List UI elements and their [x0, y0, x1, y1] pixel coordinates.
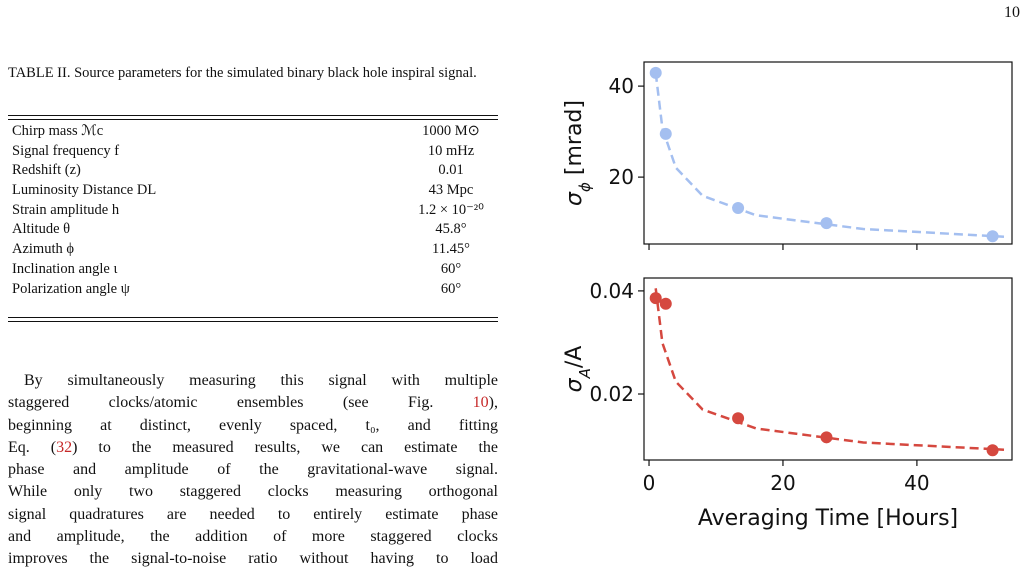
row-value: 43 Mpc — [428, 182, 474, 199]
text: beginning at distinct, evenly spaced, t₀… — [8, 416, 498, 434]
row-value: 60° — [440, 280, 462, 297]
y-tick-label: 0.04 — [589, 279, 634, 303]
fit-curve — [654, 288, 1005, 451]
text: phase and amplitude of the gravitational… — [8, 461, 498, 479]
row-value: 60° — [440, 260, 462, 277]
text-line: beginning at distinct, evenly spaced, t₀… — [8, 415, 498, 437]
data-point — [986, 230, 999, 243]
plot-frame — [643, 61, 1013, 245]
fit-curve — [654, 72, 1005, 238]
table-row: Inclination angle ι 60° — [8, 260, 498, 280]
text-line: By simultaneously measuring this signal … — [8, 370, 498, 392]
text-line: improves the signal-to-noise ratio witho… — [8, 548, 498, 570]
row-value: 1.2 × 10⁻²⁰ — [418, 201, 484, 218]
text: and amplitude, the addition of more stag… — [8, 528, 498, 546]
row-label: Altitude θ — [12, 221, 71, 238]
table-caption: TABLE II. Source parameters for the simu… — [8, 65, 477, 81]
text: ) to the measured results, we can estima… — [72, 438, 498, 456]
paragraph: By simultaneously measuring this signal … — [8, 370, 498, 571]
table-rule — [8, 115, 498, 120]
row-value: 10 mHz — [427, 142, 475, 159]
data-point — [659, 127, 672, 140]
x-tick-label: 40 — [904, 471, 929, 495]
row-value: 45.8° — [435, 221, 467, 238]
row-value: 1000 M⊙ — [422, 123, 480, 139]
text-line: Eq. (32) to the measured results, we can… — [8, 437, 498, 459]
row-value: 0.01 — [438, 162, 464, 179]
page-number: 10 — [1004, 4, 1020, 21]
reference: 10 — [472, 394, 489, 412]
y-axis-label-part: σ — [562, 377, 587, 392]
x-axis-label: Averaging Time [Hours] — [698, 506, 958, 531]
text-line: staggered clocks/atomic ensembles (see F… — [8, 392, 498, 414]
row-label: Azimuth ϕ — [12, 241, 75, 258]
y-tick-label: 20 — [609, 165, 634, 189]
text: ), — [488, 394, 498, 412]
text: signal quadratures are needed to entirel… — [8, 505, 498, 523]
data-point — [986, 444, 999, 457]
y-axis-label-part: /A — [562, 346, 587, 368]
reference: 32 — [56, 438, 73, 456]
data-point — [732, 412, 745, 425]
row-label: Chirp mass ℳc — [12, 123, 104, 139]
y-axis-label-part: [mrad] — [562, 100, 587, 182]
text-line: While only two staggered clocks measurin… — [8, 481, 498, 503]
text: Eq. ( — [8, 438, 57, 456]
table-row: Strain amplitude h 1.2 × 10⁻²⁰ — [8, 201, 498, 221]
text: staggered clocks/atomic ensembles (see F… — [8, 394, 473, 412]
row-label: Signal frequency f — [12, 142, 120, 159]
y-axis-label-part: ϕ — [576, 182, 594, 192]
row-label: Inclination angle ι — [12, 260, 118, 277]
table-row: Polarization angle ψ 60° — [8, 280, 498, 300]
table-body: Chirp mass ℳc 1000 M⊙ Signal frequency f 10… — [8, 122, 498, 299]
y-tick-label: 0.02 — [589, 382, 634, 406]
data-point — [649, 292, 662, 305]
table-row: Luminosity Distance DL 43 Mpc — [8, 181, 498, 201]
data-point — [820, 431, 833, 444]
row-label: Polarization angle ψ — [12, 280, 130, 297]
y-axis-label: σϕ [mrad] — [562, 100, 594, 206]
table-row: Altitude θ 45.8° — [8, 220, 498, 240]
y-tick-label: 40 — [609, 74, 634, 98]
data-point — [649, 66, 662, 79]
row-label: Luminosity Distance DL — [12, 182, 157, 199]
y-axis-label: σA/A — [562, 346, 594, 393]
table-row: Signal frequency f 10 mHz — [8, 142, 498, 162]
table-row: Chirp mass ℳc 1000 M⊙ — [8, 122, 498, 142]
table-row: Azimuth ϕ 11.45° — [8, 240, 498, 260]
text: By simultaneously measuring this signal … — [24, 372, 498, 389]
text-line: phase and amplitude of the gravitational… — [8, 459, 498, 481]
text-line: signal quadratures are needed to entirel… — [8, 504, 498, 526]
plot-frame — [643, 277, 1013, 461]
y-axis-label-part: σ — [562, 191, 587, 206]
text: improves the signal-to-noise ratio witho… — [8, 550, 498, 568]
x-tick-label: 20 — [770, 471, 795, 495]
table-rule — [8, 317, 498, 322]
x-tick-label: 0 — [643, 471, 656, 495]
table-row: Redshift (z) 0.01 — [8, 161, 498, 181]
data-point — [732, 202, 745, 215]
row-label: Strain amplitude h — [12, 201, 120, 218]
data-point — [820, 217, 833, 230]
row-value: 11.45° — [432, 241, 470, 258]
row-label: Redshift (z) — [12, 162, 81, 179]
text-line: and amplitude, the addition of more stag… — [8, 526, 498, 548]
text: While only two staggered clocks measurin… — [8, 483, 498, 501]
data-point — [659, 297, 672, 310]
y-axis-label-part: A — [576, 368, 594, 379]
